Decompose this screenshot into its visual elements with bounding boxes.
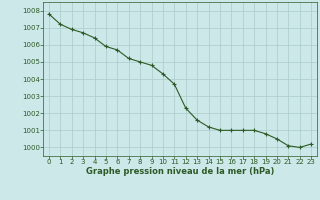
X-axis label: Graphe pression niveau de la mer (hPa): Graphe pression niveau de la mer (hPa) xyxy=(86,167,274,176)
